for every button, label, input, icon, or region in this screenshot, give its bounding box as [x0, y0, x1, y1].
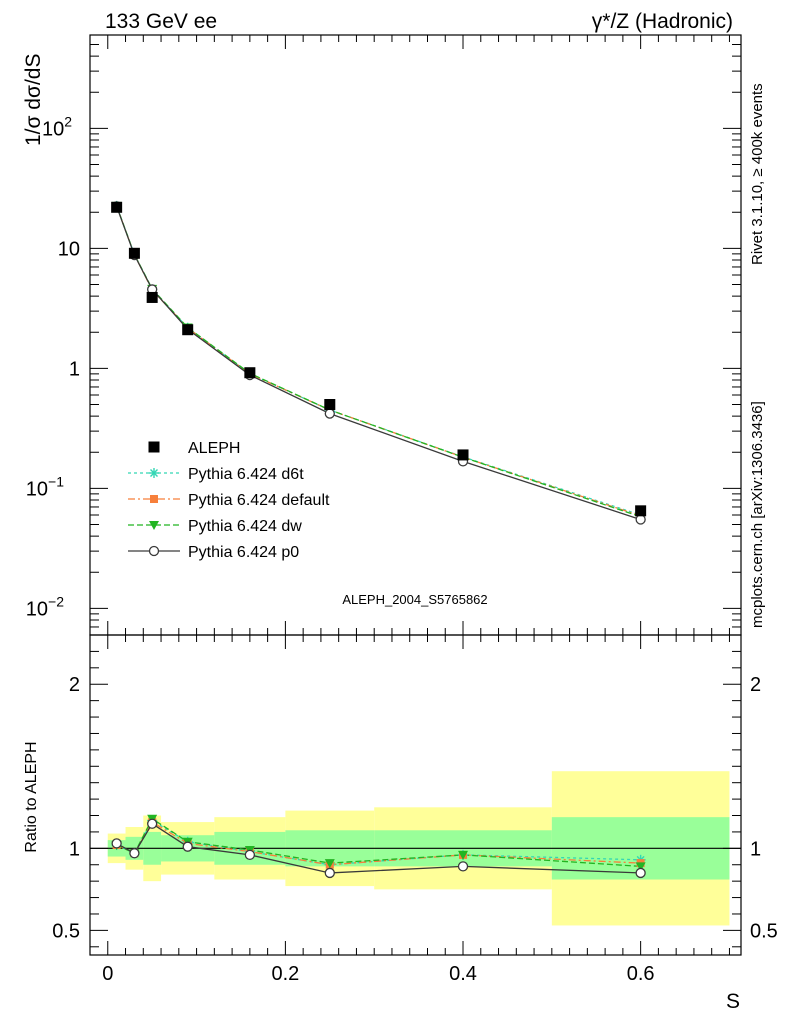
aleph-data-point — [324, 399, 336, 411]
legend-marker — [150, 495, 158, 503]
x-tick-label: 0.4 — [449, 963, 477, 985]
ratio-y-tick-label: 1 — [69, 838, 80, 860]
main-y-axis-label: 1/σ dσ/dS — [22, 54, 45, 146]
aleph-data-point — [244, 367, 256, 379]
ratio-frame — [89, 634, 742, 956]
mcplots-credit-label: mcplots.cern.ch [arXiv:1306.3436] — [749, 401, 766, 628]
header-energy-label: 133 GeV ee — [105, 10, 217, 33]
ratio-y-tick-label: 1 — [750, 838, 761, 860]
ratio-series-line — [116, 822, 641, 874]
legend-aleph-marker — [148, 441, 160, 453]
legend: ALEPH Pythia 6.424 d6t Pythia 6.424 defaul… — [128, 440, 330, 561]
legend-marker — [149, 521, 159, 530]
main-series-point — [635, 514, 646, 525]
ratio-series-point — [635, 862, 646, 872]
ratio-y-axis-label: Ratio to ALEPH — [23, 741, 40, 852]
legend-entry-label: ALEPH — [188, 440, 240, 457]
legend-entry-label: Pythia 6.424 p0 — [188, 544, 299, 561]
ratio-plot: 0 0.2 0.4 0.6 0.5 0.5 1 1 2 2 — [52, 634, 778, 985]
y-tick-label: 10−1 — [26, 473, 64, 500]
aleph-data-point — [146, 291, 158, 303]
ratio-series-point — [244, 849, 256, 861]
y-tick-label: 1 — [69, 358, 80, 380]
y-tick-label: 102 — [42, 113, 72, 140]
legend-marker — [148, 545, 160, 557]
rivet-version-label: Rivet 3.1.10, ≥ 400k events — [749, 83, 766, 265]
ratio-series-point — [129, 848, 140, 859]
main-series-line — [116, 206, 641, 521]
legend-entry-label: Pythia 6.424 d6t — [188, 466, 304, 483]
x-tick-label: 0.6 — [627, 963, 655, 985]
ratio-series-point — [635, 867, 646, 879]
legend-marker — [149, 468, 159, 478]
ratio-y-tick-label: 0.5 — [750, 920, 778, 942]
ratio-series-point — [324, 859, 335, 869]
header-process-label: γ*/Z (Hadronic) — [592, 10, 733, 33]
aleph-data-point — [128, 247, 140, 259]
main-series-point — [324, 408, 335, 419]
x-tick-label: 0 — [102, 963, 113, 985]
y-tick-label: 10 — [58, 238, 80, 260]
legend-entry-label: Pythia 6.424 default — [188, 492, 330, 509]
aleph-data-point — [111, 201, 123, 213]
aleph-data-point — [457, 449, 469, 461]
y-tick-label: 10−2 — [26, 593, 64, 620]
ratio-series-point — [324, 867, 335, 879]
main-distribution-plot: 10−2 10−1 1 10 102 — [26, 34, 742, 636]
aleph-data-point — [635, 505, 647, 517]
ratio-y-tick-label: 0.5 — [52, 920, 80, 942]
ratio-series-point — [457, 861, 469, 872]
ratio-series-line — [116, 817, 641, 868]
x-tick-label: 0.2 — [271, 963, 299, 985]
x-axis-label: S — [726, 990, 740, 1013]
legend-entry-label: Pythia 6.424 dw — [188, 518, 302, 535]
ratio-series-point — [111, 838, 122, 849]
ratio-series-point — [458, 850, 469, 860]
aleph-data-point — [182, 324, 194, 336]
ratio-series-point — [182, 841, 193, 852]
analysis-id-label: ALEPH_2004_S5765862 — [342, 592, 487, 607]
ratio-y-tick-label: 2 — [69, 674, 80, 696]
ratio-y-tick-label: 2 — [750, 674, 761, 696]
ratio-series-point — [147, 818, 158, 829]
